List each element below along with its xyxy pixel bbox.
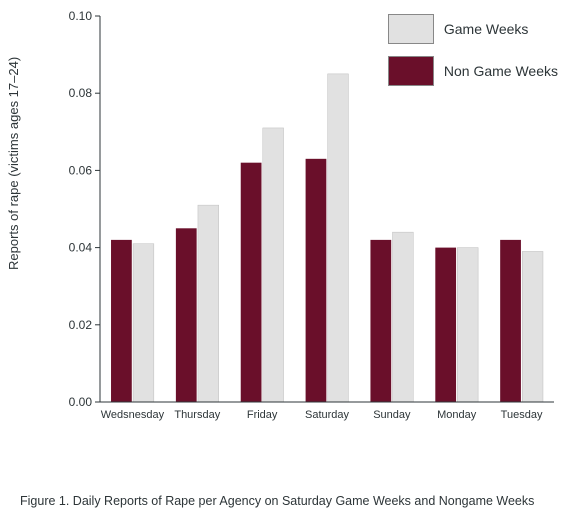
y-axis-label: Reports of rape (victims ages 17–24) bbox=[6, 57, 21, 270]
svg-text:0.02: 0.02 bbox=[69, 318, 93, 332]
svg-text:Sunday: Sunday bbox=[373, 409, 411, 421]
svg-text:Saturday: Saturday bbox=[305, 409, 350, 421]
svg-text:Thursday: Thursday bbox=[174, 409, 220, 421]
bar-chart: 0.00 0.02 0.04 0.06 0.08 0.10 Wedsnesday Thursd… bbox=[58, 10, 558, 430]
svg-text:0.00: 0.00 bbox=[69, 395, 93, 409]
svg-text:Wedsnesday: Wedsnesday bbox=[101, 409, 165, 421]
chart-svg: 0.00 0.02 0.04 0.06 0.08 0.10 Wedsnesday Thursd… bbox=[58, 10, 558, 430]
svg-text:Tuesday: Tuesday bbox=[501, 409, 543, 421]
svg-text:Monday: Monday bbox=[437, 409, 477, 421]
svg-text:Friday: Friday bbox=[247, 409, 278, 421]
figure-caption: Figure 1. Daily Reports of Rape per Agen… bbox=[20, 494, 534, 508]
svg-text:0.10: 0.10 bbox=[69, 10, 93, 23]
svg-text:0.08: 0.08 bbox=[69, 86, 93, 100]
svg-text:0.04: 0.04 bbox=[69, 241, 93, 255]
svg-text:0.06: 0.06 bbox=[69, 163, 93, 177]
